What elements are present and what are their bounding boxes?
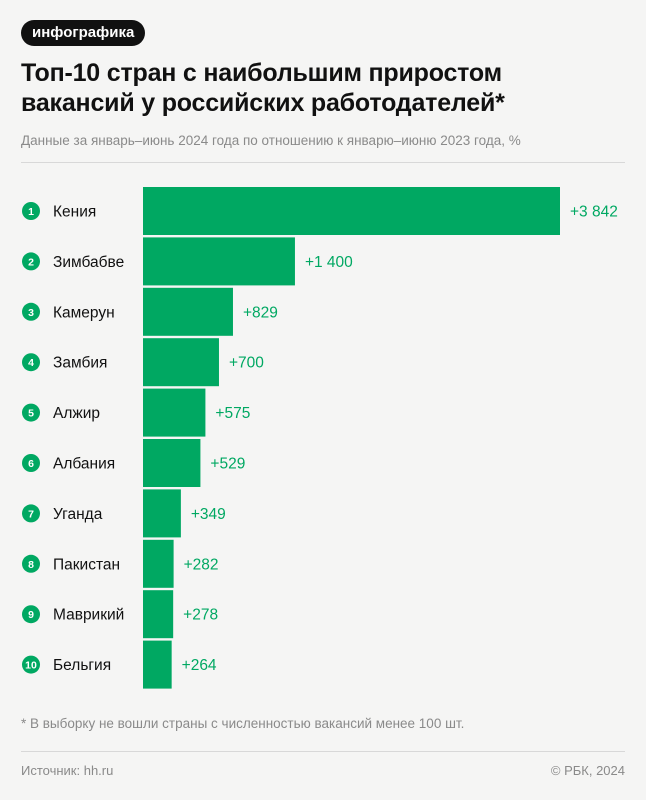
rank-number: 5 xyxy=(28,408,34,420)
value-label: +829 xyxy=(243,304,278,321)
value-label: +700 xyxy=(229,355,264,372)
rank-circle xyxy=(22,655,40,674)
category-label: Замбия xyxy=(53,355,107,372)
bar xyxy=(143,539,174,588)
category-label: Уганда xyxy=(53,506,103,523)
category-label: Кения xyxy=(53,204,96,221)
rank-number: 3 xyxy=(28,307,34,319)
footnote: * В выборку не вошли страны с численност… xyxy=(21,716,465,731)
rank-circle xyxy=(22,504,40,523)
value-label: +278 xyxy=(183,607,218,624)
rank-circle xyxy=(22,454,40,472)
rank-number: 2 xyxy=(28,256,34,268)
bar xyxy=(143,338,219,387)
bar xyxy=(143,388,206,437)
category-label: Алжир xyxy=(53,405,100,422)
rank-number: 8 xyxy=(28,559,34,571)
rank-circle xyxy=(22,302,40,321)
category-label: Пакистан xyxy=(53,556,120,573)
category-label: Бельгия xyxy=(53,657,111,674)
rank-number: 7 xyxy=(28,508,34,520)
category-label: Маврикий xyxy=(53,607,124,624)
category-label: Албания xyxy=(53,456,115,473)
value-label: +575 xyxy=(215,405,250,422)
value-label: +1 400 xyxy=(305,254,353,271)
bar xyxy=(143,439,201,487)
value-label: +529 xyxy=(210,456,245,473)
bar xyxy=(143,590,174,639)
bar xyxy=(143,237,295,286)
category-label: Зимбабве xyxy=(53,254,124,271)
value-label: +264 xyxy=(182,657,217,674)
bar xyxy=(143,640,172,689)
value-label: +282 xyxy=(184,556,219,573)
rank-number: 6 xyxy=(28,458,34,470)
rank-number: 10 xyxy=(25,660,37,672)
rank-number: 4 xyxy=(28,357,34,369)
value-label: +3 842 xyxy=(570,204,618,221)
infographic-badge: инфографика xyxy=(21,20,146,46)
bar-chart: 1 Кения +3 842 2 Зимбабве +1 400 3 Камерун +829 4… xyxy=(22,187,618,689)
source-note: Источник: hh.ru xyxy=(21,763,114,778)
divider-top xyxy=(21,162,625,163)
rank-circle xyxy=(22,605,40,624)
rank-number: 1 xyxy=(28,206,34,218)
chart-title-line-2: вакансий у российских работодателей* xyxy=(21,89,505,117)
chart-title-line-1: Топ-10 стран с наибольшим приростом xyxy=(21,59,502,87)
bar xyxy=(143,287,233,336)
rank-circle xyxy=(22,202,40,220)
bar xyxy=(143,489,181,538)
rank-number: 9 xyxy=(28,609,34,621)
rank-circle xyxy=(22,252,40,271)
category-label: Камерун xyxy=(53,304,115,321)
copyright-note: © РБК, 2024 xyxy=(550,763,625,778)
rank-circle xyxy=(22,554,40,573)
chart-title: Топ-10 стран с наибольшим приростом вака… xyxy=(21,58,621,118)
divider-bottom xyxy=(21,751,625,752)
rank-circle xyxy=(22,353,40,372)
bar xyxy=(143,187,560,235)
value-label: +349 xyxy=(191,506,226,523)
chart-subtitle: Данные за январь–июнь 2024 года по отнош… xyxy=(21,133,521,148)
rank-circle xyxy=(22,403,40,422)
